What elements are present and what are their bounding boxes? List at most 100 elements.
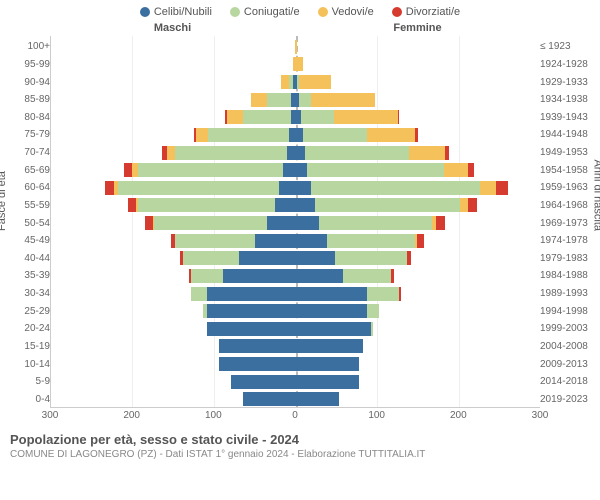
age-label: 10-14 [0,359,54,370]
age-label: 65-69 [0,165,54,176]
chart-row: 30-341989-1993 [0,285,600,303]
age-label: 50-54 [0,218,54,229]
male-bar [54,287,295,301]
bar-segment [251,93,267,107]
bar-segment [468,198,478,212]
male-bar [54,110,295,124]
chart-row: 70-741949-1953 [0,144,600,162]
bar-segment [227,110,243,124]
female-bar [295,322,536,336]
legend-swatch-icon [230,7,240,17]
chart-row: 20-241999-2003 [0,320,600,338]
year-label: 1994-1998 [536,306,600,317]
female-bar [295,93,536,107]
bar-segment [124,163,132,177]
bar-segment [138,198,275,212]
bar-segment [175,234,255,248]
x-tick-label: 300 [42,410,59,421]
bar-segment [436,216,446,230]
bar-segment [279,181,295,195]
male-bar [54,57,295,71]
chart-row: 50-54 1969-1973 [0,214,600,232]
male-bar [54,198,295,212]
chart-row: 45-491974-1978 [0,232,600,250]
chart-row: 60-641959-1963 [0,179,600,197]
bar-segment [307,163,444,177]
bar-segment [415,128,417,142]
bar-segment [295,128,303,142]
chart-row: 10-142009-2013 [0,355,600,373]
bar-segment [407,251,411,265]
legend-label: Vedovi/e [332,6,374,18]
age-label: 95-99 [0,59,54,70]
bar-segment [305,146,409,160]
bar-segment [191,269,223,283]
age-label: 20-24 [0,323,54,334]
male-bar [54,75,295,89]
bar-segment [295,322,371,336]
year-label: 1954-1958 [536,165,600,176]
chart-row: 75-79 1944-1948 [0,126,600,144]
chart-row: 80-841939-1943 [0,109,600,127]
bar-segment [219,339,295,353]
bar-segment [105,181,115,195]
age-label: 80-84 [0,112,54,123]
male-bar [54,93,295,107]
x-tick-label: 0 [292,410,298,421]
female-bar [295,375,536,389]
chart-row: 55-591964-1968 [0,197,600,215]
bar-segment [295,269,343,283]
year-label: 1924-1928 [536,59,600,70]
bar-segment [295,251,335,265]
year-label: 1969-1973 [536,218,600,229]
bar-segment [444,163,468,177]
x-tick-label: 300 [532,410,549,421]
male-bar [54,181,295,195]
bar-segment [299,93,311,107]
female-bar [295,40,536,54]
bar-segment [311,93,375,107]
female-bar [295,251,536,265]
bar-segment [480,181,496,195]
male-bar [54,339,295,353]
chart-row: 95-99 1924-1928 [0,56,600,74]
male-bar [54,216,295,230]
age-label: 55-59 [0,200,54,211]
female-bar [295,181,536,195]
male-bar [54,146,295,160]
age-label: 75-79 [0,129,54,140]
bar-segment [128,198,136,212]
bar-segment [145,216,153,230]
bar-segment [327,234,415,248]
bar-segment [267,93,291,107]
bar-segment [417,234,423,248]
age-label: 90-94 [0,77,54,88]
bar-segment [196,128,208,142]
female-bar [295,269,536,283]
bar-segment [295,304,367,318]
chart-row: 35-391984-1988 [0,267,600,285]
chart-title: Popolazione per età, sesso e stato civil… [10,432,590,447]
bar-segment [275,198,295,212]
chart-subtitle: COMUNE DI LAGONEGRO (PZ) - Dati ISTAT 1°… [10,449,590,460]
bar-segment [255,234,295,248]
year-label: 1989-1993 [536,288,600,299]
bar-segment [295,198,315,212]
bar-segment [295,339,363,353]
bar-segment [315,198,460,212]
legend-swatch-icon [140,7,150,17]
year-label: 1944-1948 [536,129,600,140]
bar-segment [319,216,431,230]
bar-segment [183,251,239,265]
legend-item: Celibi/Nubili [140,6,212,18]
legend-swatch-icon [318,7,328,17]
x-tick-label: 200 [123,410,140,421]
bar-segment [343,269,391,283]
chart-footer: Popolazione per età, sesso e stato civil… [0,426,600,460]
bar-segment [409,146,445,160]
bar-segment [335,251,407,265]
bar-segment [367,304,379,318]
female-bar [295,163,536,177]
bar-segment [295,163,307,177]
male-bar [54,251,295,265]
